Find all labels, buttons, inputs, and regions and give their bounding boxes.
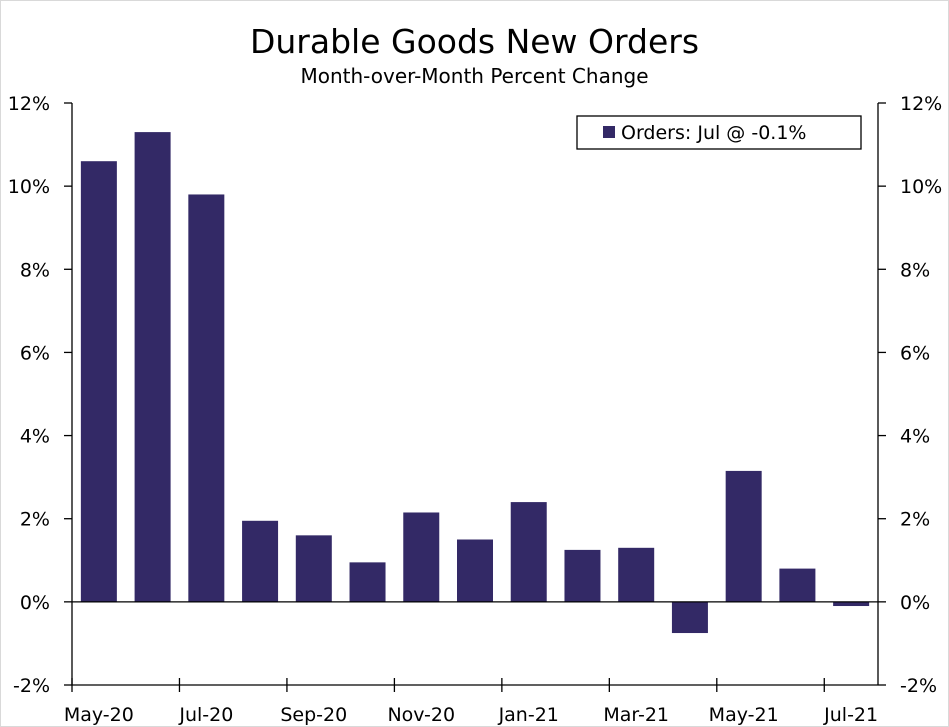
- bar-dec-20: [457, 539, 493, 602]
- y-tick-label-left: 4%: [20, 426, 50, 448]
- y-tick-label-left: 0%: [20, 592, 50, 614]
- x-tick-label: Nov-20: [387, 704, 455, 726]
- bar-apr-21: [671, 601, 708, 634]
- legend-box: [576, 115, 862, 150]
- y-tick-label-left: 8%: [20, 259, 50, 281]
- legend: Orders: Jul @ -0.1%: [576, 115, 862, 150]
- y-tick-label-right: 2%: [900, 509, 930, 531]
- bar-jan-21: [510, 502, 547, 602]
- y-tick-label-right: 4%: [900, 426, 930, 448]
- y-tick-label-left: 12%: [8, 93, 50, 115]
- bar-may-21: [725, 470, 762, 602]
- y-tick-label-right: -2%: [900, 675, 937, 697]
- bar-jun-21: [779, 568, 816, 602]
- bar-may-20: [80, 161, 117, 602]
- y-tick-label-right: 8%: [900, 259, 930, 281]
- bars-group: [80, 132, 870, 634]
- x-tick-label: Jul-21: [823, 704, 878, 726]
- bar-sep-20: [295, 535, 332, 602]
- y-tick-label-right: 12%: [900, 93, 942, 115]
- y-tick-label-left: 2%: [20, 509, 50, 531]
- bar-jun-20: [134, 132, 171, 602]
- axes-group: -2% -2% 0% 0% 2% 2% 4% 4% 6% 6% 8% 8% 10% 10% 12% 12% Ma…: [8, 93, 942, 726]
- x-tick-label: Jul-20: [178, 704, 233, 726]
- bar-mar-21: [618, 547, 655, 602]
- y-tick-label-left: -2%: [13, 675, 50, 697]
- legend-label: Orders: Jul @ -0.1%: [621, 122, 806, 144]
- x-tick-label: Jan-21: [498, 704, 559, 726]
- bar-aug-20: [242, 520, 279, 602]
- x-tick-label: Sep-20: [280, 704, 347, 726]
- y-tick-label-right: 0%: [900, 592, 930, 614]
- y-tick-label-right: 10%: [900, 176, 942, 198]
- bar-feb-21: [564, 549, 601, 602]
- x-tick-label: Mar-21: [603, 704, 669, 726]
- bar-nov-20: [403, 512, 440, 602]
- y-tick-label-left: 6%: [20, 342, 50, 364]
- y-tick-label-left: 10%: [8, 176, 50, 198]
- x-tick-label: May-20: [64, 704, 134, 726]
- chart-title: Durable Goods New Orders: [249, 22, 700, 61]
- legend-swatch: [603, 126, 615, 138]
- bar-oct-20: [349, 562, 386, 602]
- x-tick-label: May-21: [709, 704, 779, 726]
- bar-jul-21: [833, 601, 870, 607]
- bar-jul-20: [188, 194, 225, 602]
- chart-subtitle: Month-over-Month Percent Change: [300, 64, 649, 88]
- y-tick-label-right: 6%: [900, 342, 930, 364]
